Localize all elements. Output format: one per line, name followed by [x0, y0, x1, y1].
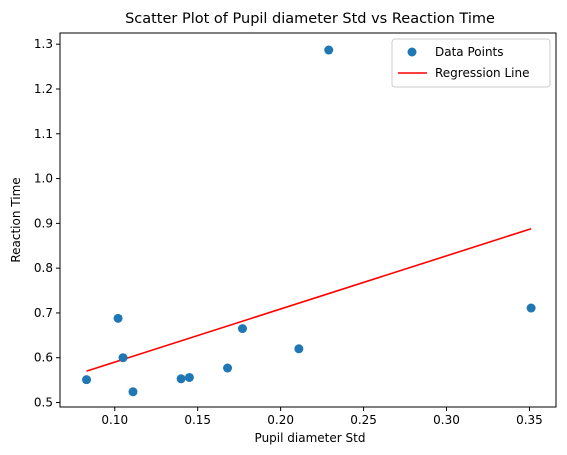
x-tick-label: 0.20 [267, 413, 294, 427]
legend-box [391, 38, 551, 88]
x-tick-label: 0.10 [101, 413, 128, 427]
data-point [118, 353, 128, 363]
x-tick-label: 0.15 [184, 413, 211, 427]
legend-label-regression-line: Regression Line [435, 66, 529, 80]
x-axis-label: Pupil diameter Std [255, 431, 366, 445]
y-tick-label: 0.9 [34, 216, 53, 230]
x-tick-label: 0.25 [350, 413, 377, 427]
y-tick-label: 1.1 [34, 127, 53, 141]
y-tick-label: 1.3 [34, 37, 53, 51]
x-axis: 0.10 0.15 0.20 0.25 0.30 0.35 [101, 407, 543, 427]
x-tick-label: 0.35 [516, 413, 543, 427]
regression-line [86, 227, 532, 372]
series-layer [82, 45, 536, 397]
data-point [176, 374, 186, 384]
y-tick-label: 0.6 [34, 351, 53, 365]
data-point [237, 324, 247, 334]
data-point [82, 375, 92, 385]
y-tick-label: 1.0 [34, 172, 53, 186]
data-point [223, 363, 233, 373]
data-point [128, 387, 138, 397]
y-axis: 0.5 0.6 0.7 0.8 0.9 1.0 1.1 1.2 1.3 [34, 37, 60, 410]
y-tick-label: 0.5 [34, 396, 53, 410]
data-point [324, 45, 334, 55]
y-tick-label: 0.8 [34, 261, 53, 275]
data-point [294, 344, 304, 354]
legend: Data Points Regression Line [391, 38, 551, 88]
y-tick-label: 0.7 [34, 306, 53, 320]
chart-title: Scatter Plot of Pupil diameter Std vs Re… [125, 11, 495, 27]
plot-frame [59, 32, 557, 408]
legend-label-data-points: Data Points [435, 45, 504, 59]
data-point [526, 303, 536, 313]
y-axis-label: Reaction Time [9, 177, 23, 262]
x-tick-label: 0.30 [433, 413, 460, 427]
plot-area: 0.10 0.15 0.20 0.25 0.30 0.35 0.5 0.6 0.7 0.8 0.9… [34, 32, 557, 427]
data-point [184, 372, 194, 382]
y-tick-label: 1.2 [34, 82, 53, 96]
legend-marker-data-points [407, 47, 417, 57]
data-point [113, 313, 123, 323]
